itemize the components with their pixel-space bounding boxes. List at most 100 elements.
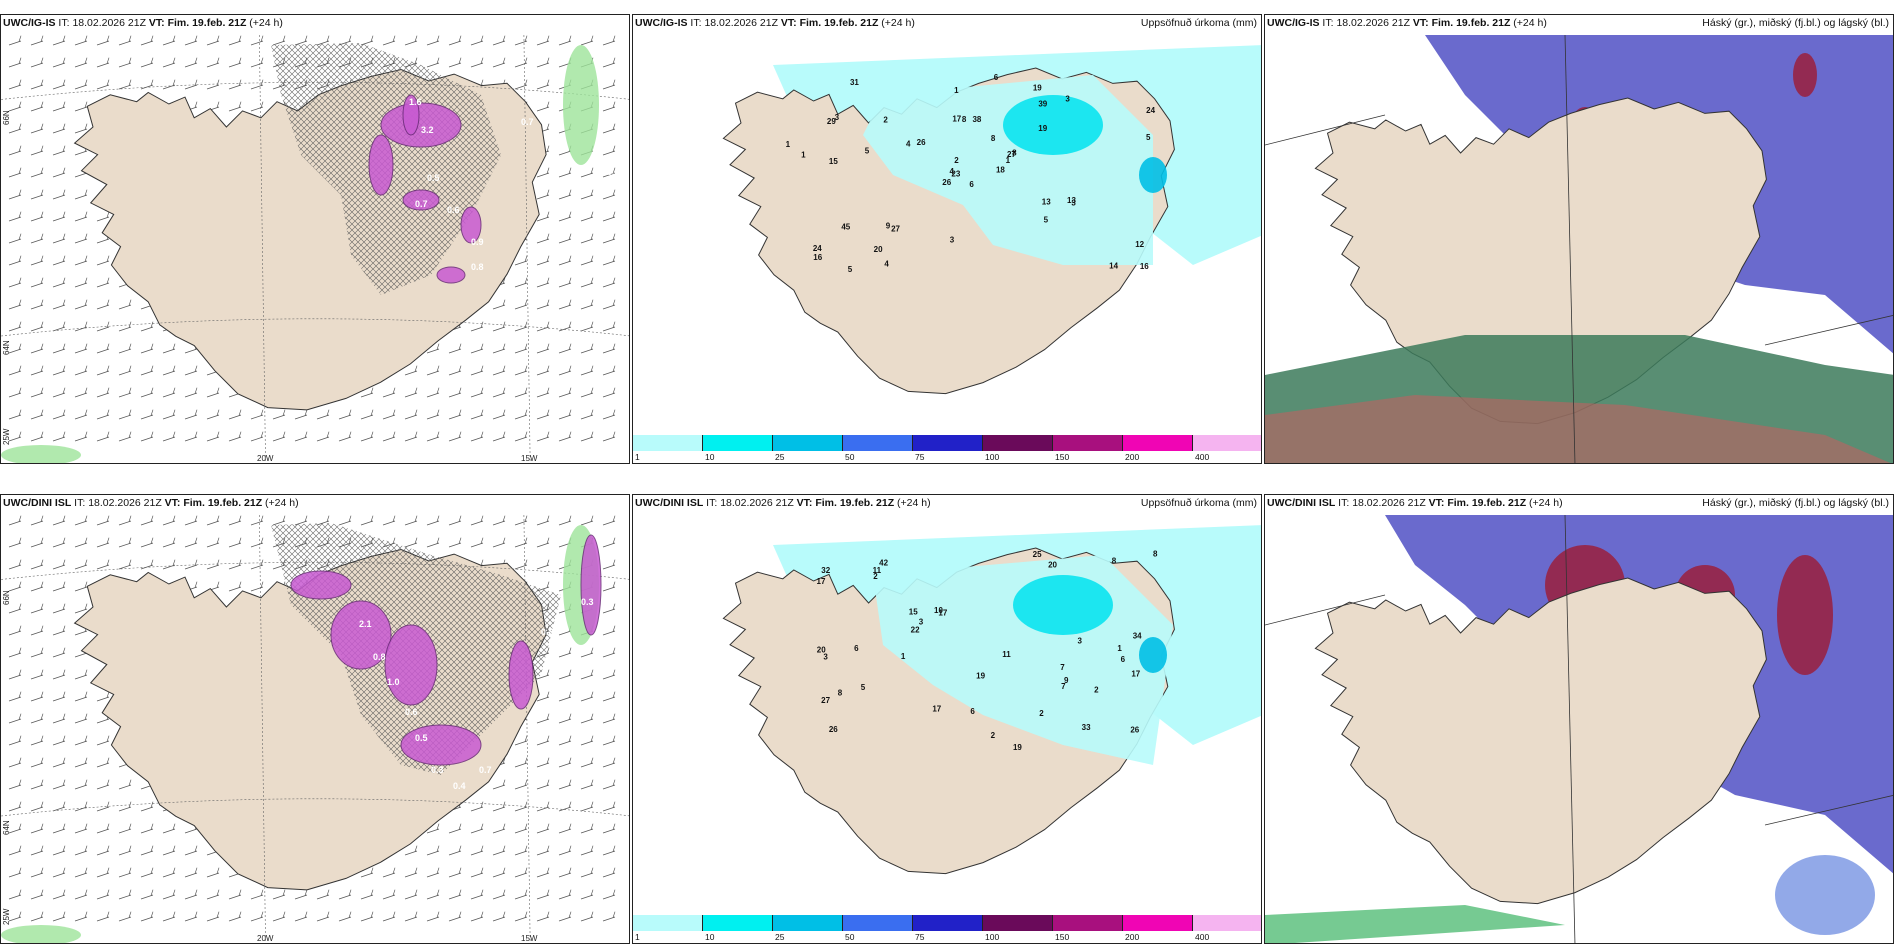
wind-barb — [52, 537, 66, 548]
precip-value-label: 4 — [884, 259, 889, 268]
precip-value-label: 5 — [848, 265, 853, 274]
wind-barb — [448, 431, 462, 442]
wind-barb — [448, 911, 462, 922]
wind-barb — [294, 515, 308, 526]
wind-barb — [602, 779, 616, 790]
wind-barb — [492, 779, 506, 790]
precip-value-label: 12 — [1135, 240, 1144, 249]
colorbar-swatch — [773, 435, 843, 451]
colorbar-tick-label: 200 — [1125, 452, 1140, 462]
panel-header: UWC/IG-IS IT: 18.02.2026 21Z VT: Fim. 19… — [3, 17, 283, 29]
wind-barb — [250, 581, 264, 592]
snow-value-label: 0.7 — [479, 765, 492, 775]
wind-barb — [30, 387, 44, 398]
precip-value-label: 7 — [1060, 663, 1065, 672]
wind-barb — [8, 255, 22, 266]
wind-barb — [492, 409, 506, 420]
wind-barb — [30, 537, 44, 548]
wind-barb — [52, 669, 66, 680]
wind-barb — [404, 431, 418, 442]
wind-barb — [580, 35, 594, 46]
wind-barb — [52, 233, 66, 244]
wind-barb — [580, 867, 594, 878]
wind-barb — [536, 365, 550, 376]
wind-barb — [52, 167, 66, 178]
panel-right-title: Háský (gr.), miðský (fj.bl.) og lágský (… — [1702, 17, 1889, 29]
wind-barb — [602, 167, 616, 178]
colorbar: 1 10 25 50 75 100 150 200 400 — [633, 915, 1261, 943]
wind-barb — [536, 299, 550, 310]
projection-lines — [1265, 515, 1893, 943]
wind-barb — [8, 801, 22, 812]
wind-barb — [536, 409, 550, 420]
low-cloud-band-red — [1265, 395, 1891, 463]
lon-label-25w: 25W — [2, 428, 11, 445]
wind-barb — [30, 823, 44, 834]
wind-barb — [74, 515, 88, 526]
wind-barb — [602, 515, 616, 526]
panel-top-right: UWC/IG-IS IT: 18.02.2026 21Z VT: Fim. 19… — [1264, 14, 1894, 464]
wind-barb — [580, 735, 594, 746]
wind-barb — [30, 277, 44, 288]
wind-barb — [492, 35, 506, 46]
wind-barb — [580, 255, 594, 266]
wind-barb — [8, 145, 22, 156]
wind-barb — [74, 387, 88, 398]
wind-barb — [8, 757, 22, 768]
wind-barb — [470, 801, 484, 812]
wind-barb — [162, 57, 176, 68]
wind-barb — [580, 167, 594, 178]
wind-barb — [448, 57, 462, 68]
precip-value-label: 13 — [1067, 196, 1076, 205]
map-border-line — [1764, 315, 1893, 346]
wind-barb — [52, 515, 66, 526]
lon-label-15w: 15W — [521, 934, 538, 943]
colorbar-swatch — [1123, 435, 1193, 451]
wind-barb — [52, 801, 66, 812]
wind-barb — [360, 409, 374, 420]
wind-barb — [140, 559, 154, 570]
precip-value-label: 14 — [1109, 262, 1118, 271]
precip-value-label: 31 — [850, 78, 859, 87]
wind-barb — [404, 867, 418, 878]
wind-barb — [184, 387, 198, 398]
wind-barb — [74, 123, 88, 134]
wind-barb — [118, 321, 132, 332]
wind-barb — [316, 431, 330, 442]
wind-barb — [30, 409, 44, 420]
lat-label-64n: 64N — [2, 820, 11, 835]
precip-value-label: 8 — [1012, 148, 1017, 157]
snowfall-blob — [402, 189, 440, 211]
wind-barb — [8, 387, 22, 398]
wind-barb — [536, 35, 550, 46]
precip-value-label: 4 — [906, 139, 911, 148]
wind-barb — [8, 823, 22, 834]
wind-barb — [272, 409, 286, 420]
wind-barb — [426, 911, 440, 922]
precip-value-label: 17 — [817, 577, 826, 586]
wind-barb — [96, 537, 110, 548]
colorbar-tick-label: 100 — [985, 932, 1000, 942]
precip-value-label: 26 — [1130, 725, 1139, 734]
wind-barb — [514, 409, 528, 420]
wind-barb — [140, 515, 154, 526]
wind-barb — [580, 233, 594, 244]
wind-barb — [514, 823, 528, 834]
wind-barb — [580, 823, 594, 834]
wind-barb — [118, 889, 132, 900]
wind-barb — [74, 79, 88, 90]
wind-barb — [30, 145, 44, 156]
wind-barb — [602, 35, 616, 46]
wind-barb — [30, 603, 44, 614]
precip-value-label: 27 — [891, 224, 900, 233]
wind-barb — [30, 123, 44, 134]
wind-barb — [140, 343, 154, 354]
wind-barb — [30, 35, 44, 46]
wind-barb — [8, 537, 22, 548]
wind-barb — [118, 387, 132, 398]
wind-barb — [404, 387, 418, 398]
wind-barb — [96, 57, 110, 68]
wind-barb — [228, 559, 242, 570]
wind-barb — [52, 431, 66, 442]
wind-barb — [536, 911, 550, 922]
